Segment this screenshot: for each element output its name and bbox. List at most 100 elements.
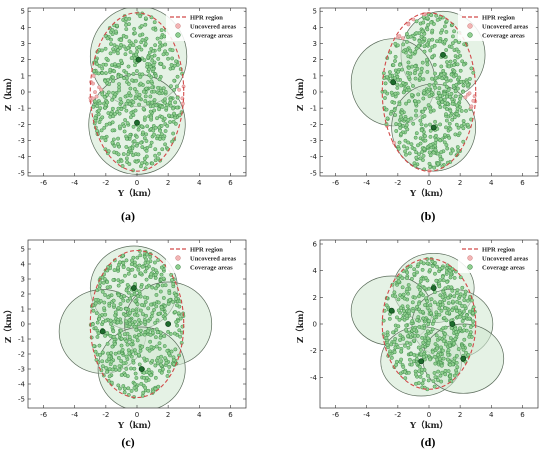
coverage-point: [405, 287, 410, 291]
coverage-point: [435, 18, 440, 22]
y-tick-label: -3: [18, 366, 25, 374]
y-tick-label: 4: [313, 267, 318, 275]
coverage-point: [153, 125, 158, 130]
coverage-point: [126, 348, 131, 353]
coverage-point: [409, 352, 413, 356]
coverage-point: [143, 115, 147, 120]
coverage-point: [105, 331, 110, 335]
coverage-point: [430, 54, 435, 59]
coverage-point: [142, 156, 147, 161]
coverage-point: [458, 314, 463, 319]
coverage-point: [116, 355, 121, 360]
coverage-point: [448, 94, 452, 99]
coverage-point: [434, 13, 439, 18]
x-tick-label: 2: [166, 411, 170, 419]
coverage-point: [126, 290, 131, 295]
coverage-point: [94, 311, 99, 316]
coverage-point: [106, 90, 111, 95]
coverage-point: [92, 69, 96, 73]
coverage-point: [159, 132, 164, 137]
coverage-point: [152, 132, 156, 137]
coverage-point: [143, 94, 148, 99]
coverage-point: [456, 125, 461, 130]
coverage-point: [157, 125, 162, 130]
coverage-point: [393, 41, 398, 46]
coverage-point: [431, 108, 436, 113]
coverage-point: [177, 113, 182, 118]
coverage-point: [105, 100, 110, 105]
coverage-point: [462, 62, 466, 67]
coverage-point: [416, 285, 421, 289]
coverage-point: [137, 96, 142, 100]
coverage-point: [393, 91, 398, 96]
coverage-point: [467, 334, 472, 339]
coverage-point: [103, 138, 108, 143]
coverage-point: [408, 71, 413, 76]
coverage-point: [422, 114, 427, 118]
station-marker: [449, 321, 456, 327]
coverage-point: [441, 356, 446, 361]
coverage-point: [404, 101, 408, 106]
plot-area: [350, 10, 486, 173]
panel-caption: (b): [421, 209, 436, 223]
coverage-point: [457, 131, 462, 136]
coverage-point: [135, 302, 140, 307]
y-tick-label: -5: [18, 396, 25, 404]
coverage-point: [429, 20, 434, 25]
panel-caption: (a): [121, 209, 135, 223]
coverage-point: [113, 310, 118, 315]
coverage-point: [439, 30, 443, 35]
coverage-point: [116, 74, 121, 79]
legend-label: Uncovered areas: [482, 256, 529, 263]
coverage-point: [399, 357, 404, 362]
coverage-point: [119, 343, 124, 348]
coverage-point: [117, 124, 122, 129]
coverage-point: [143, 22, 148, 27]
coverage-point: [127, 102, 132, 106]
coverage-point: [157, 341, 162, 346]
coverage-point: [131, 153, 136, 158]
coverage-point: [133, 39, 138, 44]
coverage-point: [444, 48, 449, 52]
coverage-point: [124, 366, 129, 371]
coverage-point: [108, 333, 113, 338]
coverage-point: [158, 61, 163, 66]
coverage-point: [444, 125, 448, 130]
coverage-point: [419, 367, 424, 372]
coverage-point: [462, 298, 467, 303]
coverage-point: [145, 252, 149, 257]
x-tick-label: -4: [71, 179, 79, 187]
coverage-point: [130, 308, 135, 313]
coverage-point: [428, 134, 433, 139]
legend-swatch-coverage: [467, 264, 473, 270]
coverage-point: [161, 136, 166, 141]
coverage-point: [145, 101, 150, 106]
x-tick-label: -4: [363, 411, 371, 419]
coverage-point: [124, 258, 129, 263]
coverage-point: [173, 347, 178, 352]
coverage-point: [407, 309, 412, 314]
x-axis-label: Y（km）: [117, 188, 156, 199]
coverage-point: [426, 378, 431, 383]
coverage-point: [406, 334, 410, 338]
legend-label: HPR region: [482, 15, 515, 22]
coverage-point: [461, 83, 466, 88]
coverage-point: [111, 75, 115, 80]
coverage-point: [455, 106, 460, 111]
coverage-point: [102, 125, 107, 130]
coverage-point: [93, 116, 98, 120]
coverage-point: [159, 370, 164, 375]
y-tick-label: -1: [310, 105, 317, 113]
y-tick-label: -2: [310, 121, 317, 129]
legend-swatch-coverage: [175, 264, 181, 270]
coverage-point: [144, 313, 148, 318]
coverage-point: [133, 31, 137, 36]
coverage-point: [443, 306, 447, 311]
coverage-point: [158, 335, 163, 340]
coverage-point: [141, 312, 145, 317]
legend-label: Coverage areas: [482, 33, 525, 40]
coverage-point: [444, 310, 449, 315]
coverage-point: [452, 341, 456, 346]
coverage-point: [422, 36, 427, 41]
coverage-point: [152, 98, 157, 102]
